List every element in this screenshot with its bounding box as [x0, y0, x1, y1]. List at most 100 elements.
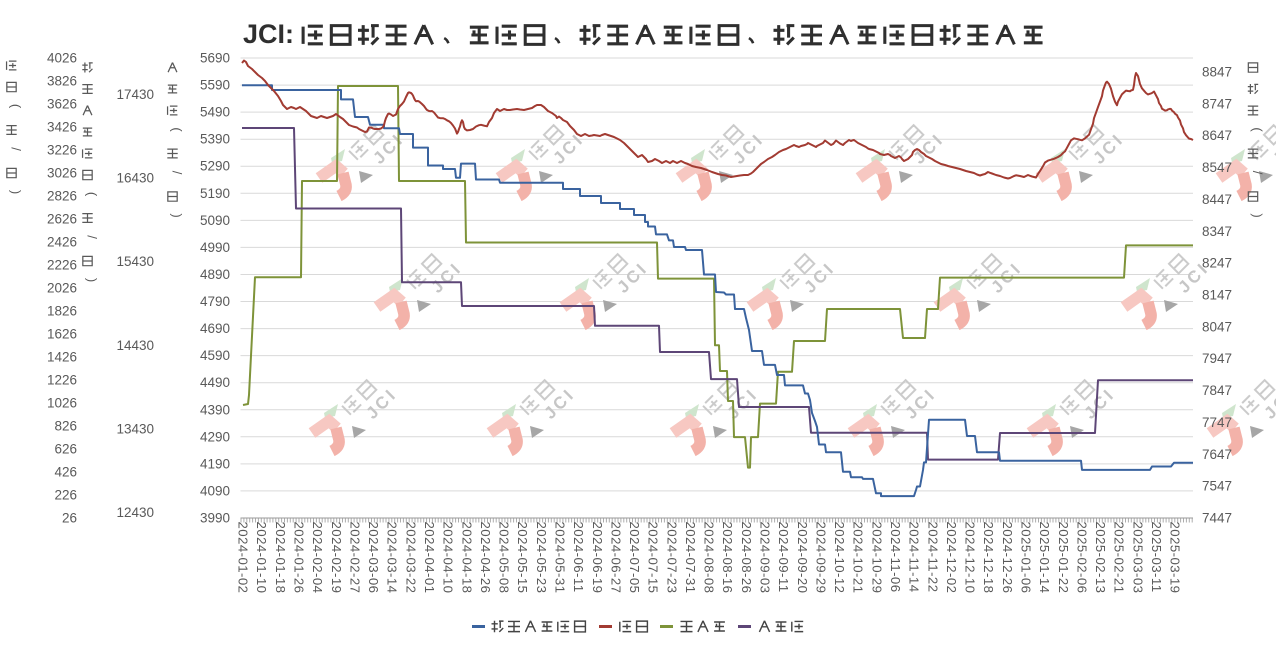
svg-text:2426: 2426	[47, 235, 77, 250]
svg-text:8347: 8347	[1202, 224, 1232, 239]
svg-text:2024-02-04: 2024-02-04	[310, 522, 325, 594]
svg-text:2024-09-11: 2024-09-11	[776, 522, 791, 593]
svg-text:JCI:: JCI:	[243, 19, 294, 49]
svg-text:2025-02-21: 2025-02-21	[1112, 522, 1127, 594]
svg-text:2024-10-21: 2024-10-21	[851, 522, 866, 594]
svg-text:2024-01-18: 2024-01-18	[273, 522, 288, 594]
svg-text:): )	[9, 190, 24, 194]
svg-text:2024-05-15: 2024-05-15	[515, 522, 530, 594]
svg-text:2024-04-01: 2024-04-01	[422, 522, 437, 594]
svg-text:826: 826	[54, 419, 77, 434]
svg-text:5190: 5190	[200, 186, 230, 201]
svg-text:2024-02-27: 2024-02-27	[347, 522, 362, 594]
svg-text:3226: 3226	[47, 143, 77, 158]
svg-text:4590: 4590	[200, 348, 230, 363]
svg-text:7647: 7647	[1202, 447, 1232, 462]
svg-text:8247: 8247	[1202, 256, 1232, 271]
svg-text:5390: 5390	[200, 132, 230, 147]
svg-text:26: 26	[62, 511, 77, 526]
svg-text:5490: 5490	[200, 105, 230, 120]
svg-text:2826: 2826	[47, 189, 77, 204]
svg-text:4190: 4190	[200, 456, 230, 471]
svg-text:2024-11-22: 2024-11-22	[925, 522, 940, 593]
svg-text:4690: 4690	[200, 321, 230, 336]
svg-text:2024-04-26: 2024-04-26	[478, 522, 493, 594]
svg-text:/: /	[170, 171, 185, 175]
svg-text:2024-04-18: 2024-04-18	[459, 522, 474, 594]
svg-text:7747: 7747	[1202, 415, 1232, 430]
svg-text:5590: 5590	[200, 78, 230, 93]
svg-text:1626: 1626	[47, 327, 77, 342]
svg-text:7847: 7847	[1202, 383, 1232, 398]
svg-text:5690: 5690	[200, 51, 230, 66]
svg-text:2024-04-10: 2024-04-10	[441, 522, 456, 594]
svg-text:1426: 1426	[47, 350, 77, 365]
svg-text:15430: 15430	[116, 254, 154, 269]
svg-text:7447: 7447	[1202, 511, 1232, 526]
svg-text:2024-07-23: 2024-07-23	[664, 522, 679, 594]
svg-text:12430: 12430	[116, 505, 154, 520]
svg-text:8447: 8447	[1202, 192, 1232, 207]
svg-text:2024-08-26: 2024-08-26	[739, 522, 754, 594]
svg-text:8647: 8647	[1202, 128, 1232, 143]
svg-text:7947: 7947	[1202, 351, 1232, 366]
svg-text:2024-09-03: 2024-09-03	[758, 522, 773, 594]
svg-text:4890: 4890	[200, 267, 230, 282]
svg-text:4290: 4290	[200, 429, 230, 444]
svg-text:2626: 2626	[47, 212, 77, 227]
svg-text:226: 226	[54, 488, 77, 503]
svg-text:2024-06-19: 2024-06-19	[590, 522, 605, 594]
svg-text:2026: 2026	[47, 281, 77, 296]
svg-text:2025-03-19: 2025-03-19	[1168, 522, 1183, 594]
svg-text:3990: 3990	[200, 511, 230, 526]
svg-text:2024-09-20: 2024-09-20	[795, 522, 810, 594]
svg-text:2024-05-31: 2024-05-31	[553, 522, 568, 594]
svg-text:4090: 4090	[200, 483, 230, 498]
svg-text:2025-02-06: 2025-02-06	[1074, 522, 1089, 594]
svg-text:2024-03-06: 2024-03-06	[366, 522, 381, 594]
svg-text:2226: 2226	[47, 258, 77, 273]
svg-text:426: 426	[54, 465, 77, 480]
svg-text:2024-08-08: 2024-08-08	[702, 522, 717, 594]
svg-text:2024-12-18: 2024-12-18	[981, 522, 996, 594]
svg-text:2025-01-06: 2025-01-06	[1019, 522, 1034, 594]
svg-text:1226: 1226	[47, 373, 77, 388]
svg-text:2024-01-10: 2024-01-10	[254, 522, 269, 594]
svg-text:2024-12-26: 2024-12-26	[1000, 522, 1015, 594]
svg-text:): )	[1250, 213, 1265, 217]
svg-text:4790: 4790	[200, 294, 230, 309]
svg-text:3026: 3026	[47, 166, 77, 181]
svg-text:16430: 16430	[116, 171, 154, 186]
svg-text:626: 626	[54, 442, 77, 457]
svg-text:/: /	[85, 235, 100, 239]
svg-text:5290: 5290	[200, 159, 230, 174]
svg-text:14430: 14430	[116, 338, 154, 353]
svg-text:2024-09-29: 2024-09-29	[813, 522, 828, 594]
svg-text:7547: 7547	[1202, 479, 1232, 494]
svg-text:2024-10-29: 2024-10-29	[869, 522, 884, 594]
svg-text:): )	[170, 213, 185, 217]
svg-text:5090: 5090	[200, 213, 230, 228]
svg-text:2024-11-14: 2024-11-14	[907, 522, 922, 593]
svg-text:4490: 4490	[200, 375, 230, 390]
svg-text:2025-01-22: 2025-01-22	[1056, 522, 1071, 594]
svg-text:4390: 4390	[200, 402, 230, 417]
svg-text:(: (	[1250, 127, 1265, 132]
svg-text:3626: 3626	[47, 97, 77, 112]
svg-text:17430: 17430	[116, 87, 154, 102]
svg-text:/: /	[1250, 171, 1265, 175]
svg-text:2024-05-23: 2024-05-23	[534, 522, 549, 594]
svg-text:8847: 8847	[1202, 65, 1232, 80]
svg-text:2024-10-12: 2024-10-12	[832, 522, 847, 594]
svg-text:2025-03-11: 2025-03-11	[1149, 522, 1164, 593]
svg-text:2024-07-15: 2024-07-15	[646, 522, 661, 594]
svg-text:2024-01-26: 2024-01-26	[292, 522, 307, 594]
svg-text:2024-12-10: 2024-12-10	[963, 522, 978, 594]
svg-text:2024-03-22: 2024-03-22	[403, 522, 418, 594]
svg-text:2024-06-27: 2024-06-27	[608, 522, 623, 594]
svg-text:(: (	[170, 127, 185, 132]
svg-text:): )	[85, 278, 100, 282]
svg-text:2025-02-13: 2025-02-13	[1093, 522, 1108, 594]
svg-text:2024-07-31: 2024-07-31	[683, 522, 698, 594]
svg-text:8047: 8047	[1202, 319, 1232, 334]
